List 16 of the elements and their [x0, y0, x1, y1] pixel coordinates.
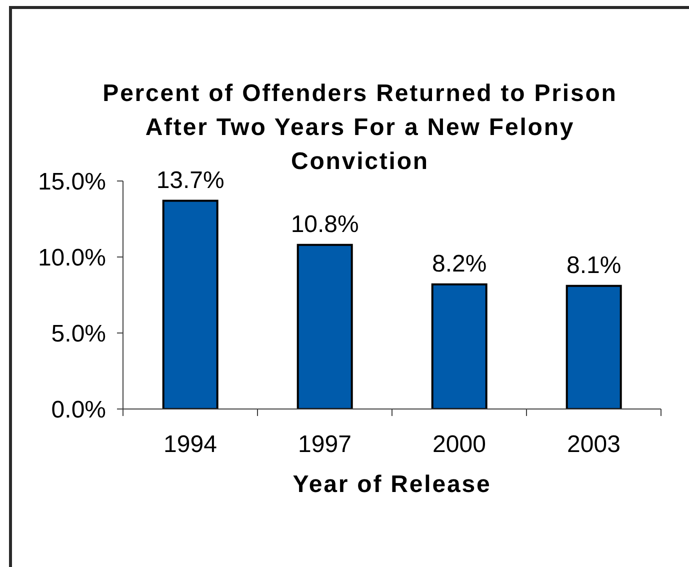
x-tick-label: 1997	[298, 431, 352, 458]
x-axis-title: Year of Release	[292, 470, 492, 500]
x-tick-label: 2003	[567, 431, 620, 458]
bar	[431, 283, 488, 409]
data-label: 8.1%	[566, 252, 622, 279]
x-tick-label: 2000	[432, 431, 486, 458]
y-tick-label: 5.0%	[51, 320, 106, 348]
bar	[566, 284, 622, 409]
bar	[296, 244, 353, 409]
y-tick-label: 10.0%	[38, 244, 106, 272]
data-label: 10.8%	[290, 210, 359, 238]
data-label: 8.2%	[432, 250, 487, 278]
y-tick-label: 0.0%	[51, 396, 106, 424]
x-tick-label: 1994	[164, 431, 217, 458]
bar	[162, 200, 218, 409]
y-tick-label: 15.0%	[38, 168, 106, 196]
